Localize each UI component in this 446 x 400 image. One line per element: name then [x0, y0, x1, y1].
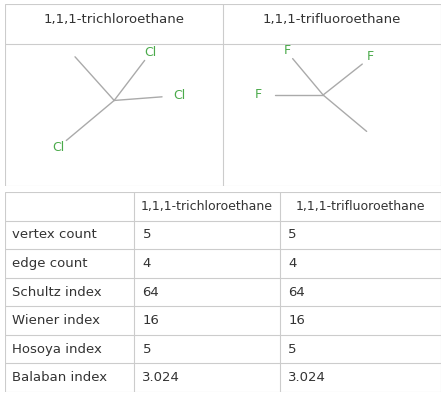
Text: F: F — [283, 44, 290, 57]
Text: 64: 64 — [288, 286, 305, 298]
Text: Wiener index: Wiener index — [12, 314, 100, 327]
Text: 5: 5 — [288, 343, 297, 356]
Text: 4: 4 — [142, 257, 151, 270]
Text: vertex count: vertex count — [12, 228, 97, 241]
Text: 5: 5 — [142, 343, 151, 356]
Text: Cl: Cl — [52, 141, 65, 154]
Text: 64: 64 — [142, 286, 159, 298]
Text: 5: 5 — [142, 228, 151, 241]
Text: 16: 16 — [142, 314, 159, 327]
Text: 3.024: 3.024 — [288, 371, 326, 384]
Text: 3.024: 3.024 — [142, 371, 180, 384]
Text: F: F — [254, 88, 261, 102]
Text: F: F — [367, 50, 374, 63]
Text: 1,1,1-trifluoroethane: 1,1,1-trifluoroethane — [263, 13, 401, 26]
Text: 1,1,1-trifluoroethane: 1,1,1-trifluoroethane — [295, 200, 425, 213]
Text: Cl: Cl — [144, 46, 156, 59]
Text: 4: 4 — [288, 257, 297, 270]
Text: Schultz index: Schultz index — [12, 286, 102, 298]
Text: 1,1,1-trichloroethane: 1,1,1-trichloroethane — [44, 13, 185, 26]
Text: Cl: Cl — [173, 89, 186, 102]
Text: Balaban index: Balaban index — [12, 371, 107, 384]
Text: 16: 16 — [288, 314, 305, 327]
Text: 5: 5 — [288, 228, 297, 241]
Text: edge count: edge count — [12, 257, 87, 270]
Text: 1,1,1-trichloroethane: 1,1,1-trichloroethane — [140, 200, 273, 213]
Text: Hosoya index: Hosoya index — [12, 343, 102, 356]
